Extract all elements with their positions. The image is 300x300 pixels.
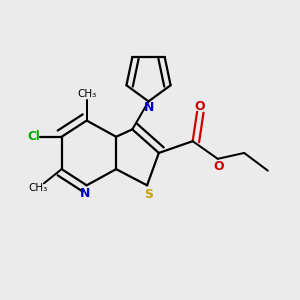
Text: S: S bbox=[144, 188, 153, 201]
Text: CH₃: CH₃ bbox=[77, 89, 96, 99]
Text: N: N bbox=[80, 187, 90, 200]
Text: Cl: Cl bbox=[27, 130, 40, 143]
Text: O: O bbox=[194, 100, 205, 113]
Text: O: O bbox=[213, 160, 224, 173]
Text: N: N bbox=[144, 101, 154, 114]
Text: CH₃: CH₃ bbox=[28, 183, 48, 193]
